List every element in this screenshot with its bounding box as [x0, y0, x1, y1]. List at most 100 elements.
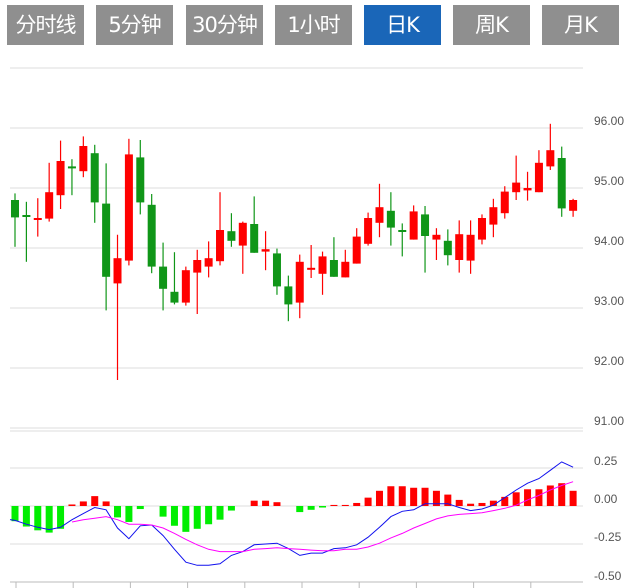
macd-bar: [558, 483, 566, 506]
tab-1hour[interactable]: 1小时: [275, 5, 352, 45]
candle-body: [421, 214, 430, 236]
macd-bar: [353, 502, 361, 506]
candle-body: [238, 222, 247, 246]
macd-bar: [341, 504, 349, 506]
candle-body: [318, 256, 327, 274]
candle-body: [500, 191, 509, 214]
candle-body: [204, 258, 213, 267]
candle-body: [136, 157, 145, 203]
candle-body: [33, 218, 42, 220]
macd-histogram: [11, 483, 577, 533]
candle-body: [124, 154, 133, 261]
candle-body: [557, 158, 566, 209]
macd-axis: 0.25 0.00 -0.25 -0.50: [594, 454, 622, 583]
macd-bar: [364, 497, 372, 506]
candle-body: [227, 231, 236, 241]
macd-bar: [262, 500, 270, 506]
macd-tick-label: 0.25: [594, 454, 618, 468]
candle-body: [375, 207, 384, 223]
candle-body: [523, 188, 532, 191]
candle-body: [569, 200, 578, 211]
candle-body: [512, 182, 521, 193]
candle-body: [409, 211, 418, 240]
macd-bar: [319, 506, 327, 508]
macd-bar: [22, 506, 30, 527]
candle-body: [159, 266, 168, 289]
tab-30min[interactable]: 30分钟: [186, 5, 263, 45]
candle-body: [193, 260, 202, 273]
macd-bar: [444, 494, 452, 506]
macd-bar: [501, 496, 509, 506]
candle-body: [45, 192, 54, 219]
macd-bar: [307, 506, 315, 510]
macd-lines: [9, 461, 574, 566]
macd-bar: [170, 506, 178, 526]
macd-bar: [114, 506, 122, 518]
candle-body: [341, 261, 350, 278]
macd-bar: [330, 504, 338, 506]
candle-body: [295, 261, 304, 303]
macd-tick-label: 0.00: [594, 492, 618, 506]
candle-body: [272, 253, 281, 287]
candle-body: [534, 162, 543, 193]
candle-body: [477, 218, 486, 240]
macd-bar: [524, 489, 532, 506]
macd-bar: [102, 501, 110, 506]
macd-bar: [11, 506, 19, 522]
macd-bar: [182, 506, 190, 532]
macd-bar: [467, 503, 475, 506]
macd-bar: [421, 487, 429, 506]
macd-bar: [45, 506, 53, 533]
candle-body: [56, 161, 65, 196]
macd-bar: [34, 506, 42, 531]
candle-body: [170, 291, 179, 303]
macd-tick-label: -0.25: [594, 530, 622, 544]
macd-bar: [193, 506, 201, 529]
candle-body: [284, 286, 293, 305]
macd-bar: [375, 490, 383, 506]
price-tick-label: 93.00: [594, 294, 624, 308]
tab-timeline[interactable]: 分时线: [7, 5, 84, 45]
price-tick-label: 95.00: [594, 174, 624, 188]
macd-bar: [478, 502, 486, 506]
candle-body: [113, 258, 122, 284]
price-tick-label: 91.00: [594, 414, 624, 428]
macd-bar: [125, 506, 133, 522]
price-tick-label: 92.00: [594, 354, 624, 368]
macd-bar: [546, 485, 554, 506]
candle-body: [443, 240, 452, 256]
candle-body: [250, 224, 259, 253]
tab-daily-k[interactable]: 日K: [364, 5, 441, 45]
macd-bar: [159, 506, 167, 517]
macd-bar: [296, 506, 304, 513]
price-tick-label: 94.00: [594, 234, 624, 248]
candle-body: [546, 150, 555, 167]
candle-body: [307, 267, 316, 270]
macd-bar: [535, 489, 543, 506]
candle-body: [90, 153, 99, 203]
price-tick-label: 96.00: [594, 114, 624, 128]
candle-body: [261, 249, 270, 252]
candle-body: [147, 204, 156, 267]
candle-body: [216, 230, 225, 262]
macd-bar: [398, 486, 406, 506]
candle-body: [22, 215, 31, 217]
candle-body: [329, 260, 338, 277]
macd-bar: [57, 506, 65, 529]
candle-body: [102, 203, 111, 277]
tab-monthly-k[interactable]: 月K: [542, 5, 619, 45]
candle-body: [489, 207, 498, 225]
period-tabs: 分时线 5分钟 30分钟 1小时 日K 周K 月K: [0, 5, 635, 45]
tab-weekly-k[interactable]: 周K: [453, 5, 530, 45]
candle-body: [364, 218, 373, 244]
candle-body: [352, 236, 361, 264]
candle-body: [386, 210, 395, 228]
macd-bar: [569, 490, 577, 506]
macd-bar: [273, 502, 281, 506]
candle-body: [67, 166, 76, 169]
candle-body: [432, 234, 441, 240]
tab-5min[interactable]: 5分钟: [96, 5, 173, 45]
candle-body: [79, 146, 88, 172]
candle-body: [455, 234, 464, 260]
